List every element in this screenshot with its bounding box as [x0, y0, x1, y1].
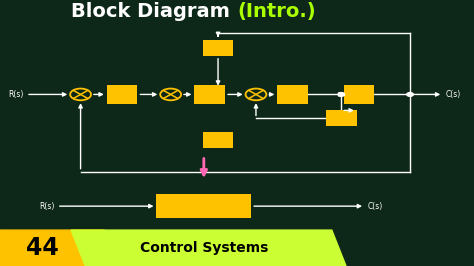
Bar — [326, 110, 356, 126]
Bar — [344, 85, 374, 104]
Text: (Intro.): (Intro.) — [237, 2, 316, 22]
Text: R(s): R(s) — [39, 202, 55, 211]
Text: C(s): C(s) — [446, 90, 461, 99]
Bar — [156, 194, 251, 218]
Circle shape — [338, 93, 345, 96]
Text: R(s): R(s) — [9, 90, 24, 99]
Bar — [194, 85, 225, 104]
Polygon shape — [0, 230, 104, 266]
Bar — [107, 85, 137, 104]
Circle shape — [407, 93, 413, 96]
Text: Control Systems: Control Systems — [140, 241, 268, 255]
Bar — [277, 85, 308, 104]
Bar — [202, 40, 233, 56]
Text: Block Diagram: Block Diagram — [72, 2, 237, 22]
Text: C(s): C(s) — [367, 202, 383, 211]
Text: 44: 44 — [26, 236, 59, 260]
Bar — [202, 132, 233, 148]
Polygon shape — [71, 230, 346, 266]
